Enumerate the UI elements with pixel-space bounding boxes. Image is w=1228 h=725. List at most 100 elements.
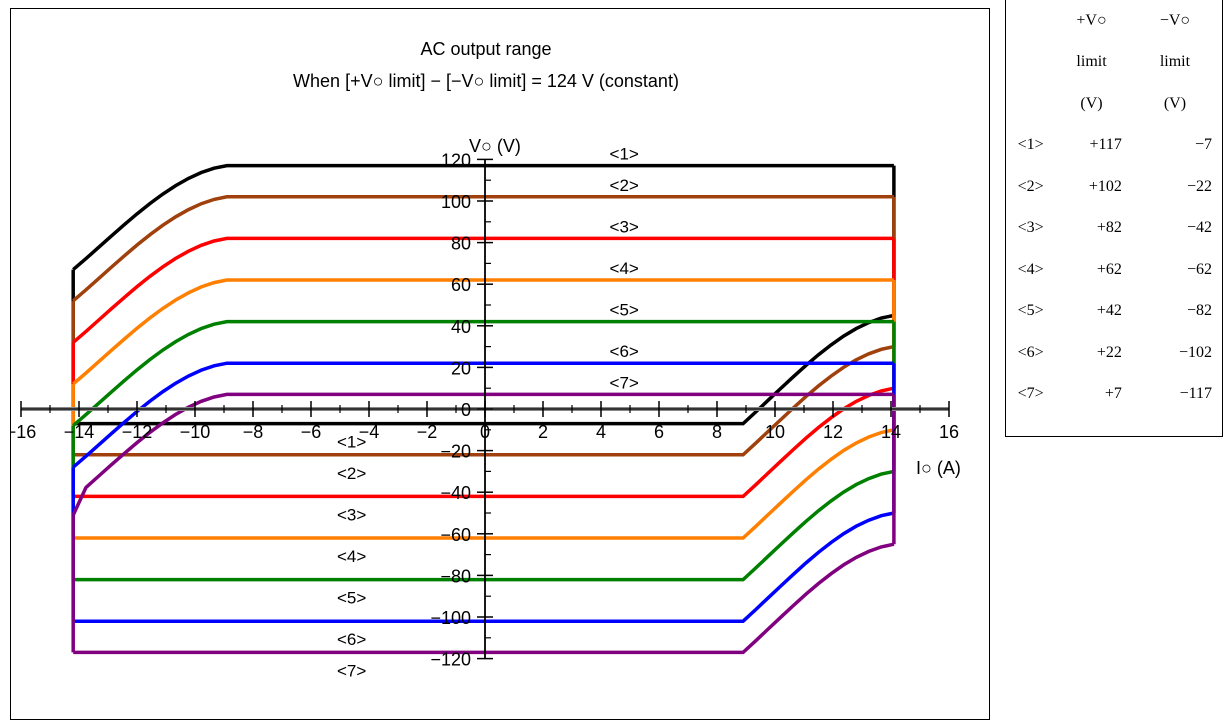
table-row: <1> +117 −7 — [1006, 125, 1222, 167]
series-lower-line — [73, 511, 895, 623]
y-tick-label: −20 — [440, 442, 471, 462]
upper-series-label: <2> — [610, 176, 639, 195]
y-tick-label: 40 — [451, 317, 471, 337]
y-tick-label: −60 — [440, 525, 471, 545]
chart-frame: AC output range When [+V○ limit] − [−V○ … — [10, 8, 990, 720]
series-lower-line — [73, 469, 895, 582]
lower-series-label: <4> — [337, 547, 366, 566]
x-tick-label: −10 — [180, 422, 211, 442]
x-tick-label: 6 — [654, 422, 664, 442]
series-upper-line — [72, 319, 894, 427]
row-neg-limit: −22 — [1186, 177, 1212, 195]
series-lower-line — [73, 542, 895, 655]
y-tick-label: 80 — [451, 234, 471, 254]
upper-series-label: <7> — [610, 373, 639, 392]
lower-series-label: <5> — [337, 589, 366, 608]
row-label: <3> — [1017, 219, 1044, 237]
x-tick-label: −8 — [243, 422, 264, 442]
upper-series-label: <4> — [610, 259, 639, 278]
y-tick-label: 0 — [461, 400, 471, 420]
header-neg-line2: limit — [1159, 53, 1191, 71]
lower-series-label: <2> — [337, 464, 366, 483]
series-upper-line — [71, 392, 894, 516]
table-header-row-3: (V) (V) — [1006, 83, 1222, 125]
x-tick-label: 10 — [765, 422, 785, 442]
y-tick-label: −80 — [440, 566, 471, 586]
series-lower-line — [73, 428, 895, 540]
row-neg-limit: −82 — [1186, 302, 1212, 320]
lower-series-label: <7> — [337, 661, 366, 680]
lower-series-label: <3> — [337, 505, 366, 524]
table-row: <3> +82 −42 — [1006, 208, 1222, 250]
x-tick-label: 16 — [939, 422, 959, 442]
x-tick-label: 12 — [823, 422, 843, 442]
x-tick-label: −16 — [11, 422, 36, 442]
y-axis-label: V○ (V) — [469, 136, 521, 156]
row-label: <1> — [1017, 136, 1044, 154]
x-tick-label: 14 — [881, 422, 901, 442]
x-tick-label: 2 — [538, 422, 548, 442]
limits-table-grid: +V○ −V○ limit limit (V) (V) <1> +117 −7 <2… — [1006, 0, 1222, 415]
x-axis-label: I○ (A) — [916, 458, 961, 478]
plot-layer: −16−14−12−10−8−6−4−202468101214161201008… — [11, 145, 959, 681]
row-pos-limit: +22 — [1096, 343, 1122, 361]
table-row: <2> +102 −22 — [1006, 166, 1222, 208]
row-neg-limit: −7 — [1194, 136, 1212, 154]
x-tick-label: −2 — [417, 422, 438, 442]
series-upper-line — [72, 236, 894, 344]
row-pos-limit: +82 — [1096, 219, 1122, 237]
series-upper-line — [72, 361, 894, 469]
row-neg-limit: −102 — [1178, 343, 1212, 361]
limits-table: +V○ −V○ limit limit (V) (V) <1> +117 −7 <2… — [1005, 0, 1223, 437]
table-header-row-2: limit limit — [1006, 42, 1222, 84]
table-row: <4> +62 −62 — [1006, 249, 1222, 291]
table-header-row-1: +V○ −V○ — [1006, 0, 1222, 42]
y-tick-label: 120 — [441, 150, 471, 170]
series-upper-line — [72, 163, 894, 271]
y-tick-label: 20 — [451, 358, 471, 378]
y-tick-label: −40 — [440, 483, 471, 503]
y-tick-label: 100 — [441, 192, 471, 212]
table-row: <7> +7 −117 — [1006, 374, 1222, 416]
header-pos-line3: (V) — [1080, 94, 1103, 112]
chart-svg: AC output range When [+V○ limit] − [−V○ … — [11, 39, 961, 681]
upper-series-label: <6> — [610, 342, 639, 361]
row-pos-limit: +42 — [1096, 302, 1122, 320]
row-neg-limit: −42 — [1186, 219, 1212, 237]
table-row: <5> +42 −82 — [1006, 291, 1222, 333]
row-label: <6> — [1017, 343, 1044, 361]
row-label: <5> — [1017, 302, 1044, 320]
header-neg-line3: (V) — [1163, 94, 1187, 112]
lower-series-label: <6> — [337, 630, 366, 649]
row-pos-limit: +102 — [1088, 177, 1122, 195]
y-tick-label: −120 — [430, 650, 471, 670]
table-row: <6> +22 −102 — [1006, 332, 1222, 374]
header-pos-line1: +V○ — [1076, 11, 1107, 29]
x-tick-label: −12 — [122, 422, 153, 442]
row-neg-limit: −62 — [1186, 260, 1212, 278]
x-tick-label: −14 — [64, 422, 95, 442]
row-pos-limit: +7 — [1104, 385, 1122, 403]
series-lower-line — [73, 344, 895, 457]
upper-series-label: <3> — [610, 217, 639, 236]
series-upper-line — [72, 278, 894, 386]
row-pos-limit: +117 — [1089, 136, 1122, 154]
header-neg-line1: −V○ — [1159, 11, 1191, 29]
header-pos-line2: limit — [1076, 53, 1107, 71]
x-tick-label: 8 — [712, 422, 722, 442]
chart-subtitle: When [+V○ limit] − [−V○ limit] = 124 V (… — [293, 71, 679, 91]
row-label: <2> — [1017, 177, 1044, 195]
upper-series-label: <5> — [610, 301, 639, 320]
x-tick-label: 4 — [596, 422, 606, 442]
y-tick-label: −100 — [430, 608, 471, 628]
chart-title: AC output range — [420, 39, 551, 59]
upper-series-label: <1> — [610, 145, 639, 164]
series-upper-line — [72, 195, 894, 303]
row-label: <7> — [1017, 385, 1044, 403]
x-tick-label: −4 — [359, 422, 380, 442]
lower-series-label: <1> — [337, 433, 366, 452]
x-tick-label: −6 — [301, 422, 322, 442]
row-neg-limit: −117 — [1179, 385, 1212, 403]
row-pos-limit: +62 — [1096, 260, 1122, 278]
x-tick-label: 0 — [480, 422, 490, 442]
